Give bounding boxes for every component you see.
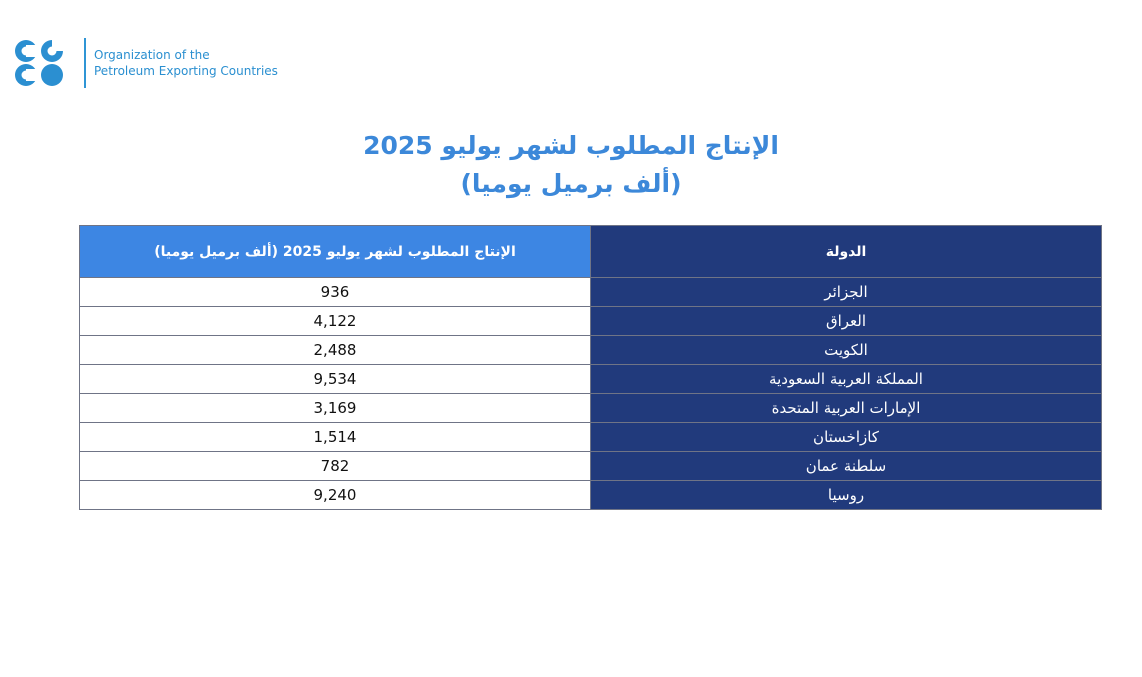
opec-logo-icon (15, 40, 64, 86)
production-value: 782 (79, 451, 591, 481)
country-name: المملكة العربية السعودية (590, 364, 1102, 394)
country-name: روسيا (590, 480, 1102, 510)
organization-name-line1: Organization of the (94, 48, 210, 62)
production-value: 2,488 (79, 335, 591, 365)
country-name: الإمارات العربية المتحدة (590, 393, 1102, 423)
country-name: كازاخستان (590, 422, 1102, 452)
header-production: الإنتاج المطلوب لشهر يوليو 2025 (ألف برم… (79, 225, 591, 278)
country-name: العراق (590, 306, 1102, 336)
organization-name-line2: Petroleum Exporting Countries (94, 64, 278, 78)
table-row: 3,169 الإمارات العربية المتحدة (79, 393, 1102, 423)
country-name: الجزائر (590, 277, 1102, 307)
country-name: سلطنة عمان (590, 451, 1102, 481)
table-row: 1,514 كازاخستان (79, 422, 1102, 452)
production-value: 3,169 (79, 393, 591, 423)
title-line2: (ألف برميل يوميا) (460, 169, 682, 198)
production-value: 1,514 (79, 422, 591, 452)
page-title: الإنتاج المطلوب لشهر يوليو 2025 (ألف برم… (0, 127, 1142, 203)
table-row: 782 سلطنة عمان (79, 451, 1102, 481)
production-table: الإنتاج المطلوب لشهر يوليو 2025 (ألف برم… (79, 225, 1102, 510)
production-value: 4,122 (79, 306, 591, 336)
logo-divider (84, 38, 86, 88)
production-value: 936 (79, 277, 591, 307)
organization-name: Organization of the Petroleum Exporting … (94, 47, 278, 79)
table-row: 9,534 المملكة العربية السعودية (79, 364, 1102, 394)
production-value: 9,240 (79, 480, 591, 510)
table-row: 9,240 روسيا (79, 480, 1102, 510)
country-name: الكويت (590, 335, 1102, 365)
table-row: 936 الجزائر (79, 277, 1102, 307)
table-row: 4,122 العراق (79, 306, 1102, 336)
table-row: 2,488 الكويت (79, 335, 1102, 365)
production-value: 9,534 (79, 364, 591, 394)
opec-logo: Organization of the Petroleum Exporting … (12, 38, 278, 88)
header-country: الدولة (590, 225, 1102, 278)
title-line1: الإنتاج المطلوب لشهر يوليو 2025 (363, 131, 779, 160)
table-header-row: الإنتاج المطلوب لشهر يوليو 2025 (ألف برم… (79, 225, 1102, 278)
